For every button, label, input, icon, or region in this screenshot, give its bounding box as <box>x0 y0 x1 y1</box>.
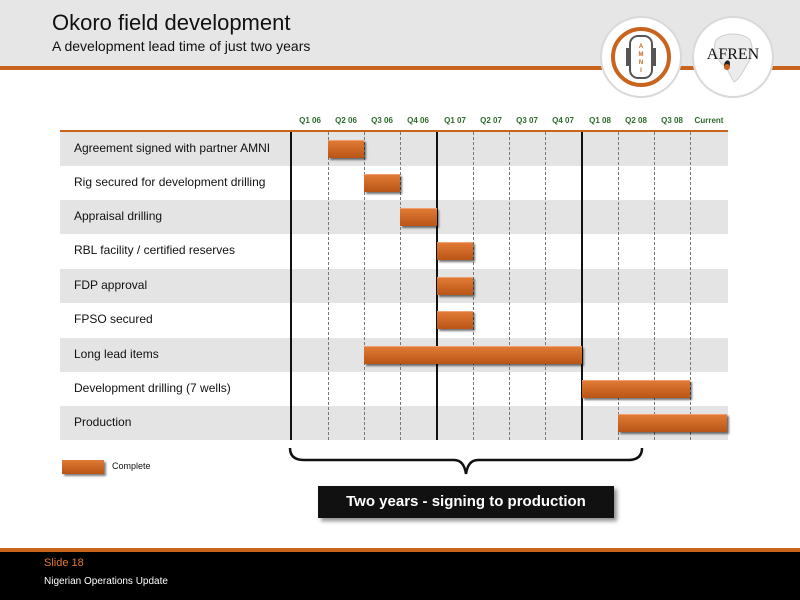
footer-presentation-title: Nigerian Operations Update <box>44 576 168 587</box>
period-label: Q4 07 <box>552 116 574 125</box>
task-label: Production <box>74 415 132 429</box>
gantt-bar <box>400 208 437 226</box>
gantt-bar <box>582 380 690 398</box>
grid-line <box>618 132 619 440</box>
period-label: Q1 06 <box>299 116 321 125</box>
slide-subtitle: A development lead time of just two year… <box>52 38 311 54</box>
gantt-bar <box>618 414 727 432</box>
footer-accent-rule <box>0 548 800 552</box>
amni-logo: A M N I <box>600 16 682 98</box>
grid-line <box>509 132 510 440</box>
task-row: Production <box>60 406 728 440</box>
svg-text:A: A <box>639 44 644 50</box>
task-label: Long lead items <box>74 347 159 361</box>
grid-line <box>400 132 401 440</box>
gantt-bar <box>364 346 582 364</box>
legend-swatch-complete <box>62 460 104 474</box>
period-label: Q3 08 <box>661 116 683 125</box>
slide-title: Okoro field development <box>52 10 291 35</box>
chart-top-rule <box>60 130 728 132</box>
gantt-bar <box>328 140 364 158</box>
task-label: Appraisal drilling <box>74 209 163 223</box>
grid-line <box>690 132 691 440</box>
svg-text:N: N <box>639 60 643 66</box>
amni-logo-icon: A M N I <box>611 27 671 87</box>
two-years-callout: Two years - signing to production <box>318 486 614 518</box>
task-row: Appraisal drilling <box>60 200 728 234</box>
task-label: Development drilling (7 wells) <box>74 381 231 395</box>
period-label: Q3 07 <box>516 116 538 125</box>
task-row: Rig secured for development drilling <box>60 166 728 200</box>
afren-logo: AFREN <box>692 16 774 98</box>
task-label: RBL facility / certified reserves <box>74 243 235 257</box>
svg-text:I: I <box>640 68 642 74</box>
task-row: Development drilling (7 wells) <box>60 372 728 406</box>
task-row: RBL facility / certified reserves <box>60 234 728 268</box>
task-label: Rig secured for development drilling <box>74 175 266 189</box>
gantt-bar <box>437 277 473 295</box>
gantt-bar <box>364 174 400 192</box>
task-label: Agreement signed with partner AMNI <box>74 141 271 155</box>
legend-label-complete: Complete <box>112 461 151 471</box>
period-label: Q4 06 <box>407 116 429 125</box>
period-label: Q1 08 <box>589 116 611 125</box>
grid-line <box>654 132 655 440</box>
grid-line-major <box>290 132 292 440</box>
period-label: Current <box>694 116 724 125</box>
task-label: FDP approval <box>74 278 148 292</box>
task-row: FPSO secured <box>60 303 728 337</box>
curly-brace-icon <box>288 447 644 475</box>
grid-line <box>328 132 329 440</box>
gantt-bar <box>437 311 473 329</box>
period-label: Q1 07 <box>444 116 466 125</box>
grid-line <box>545 132 546 440</box>
task-row: FDP approval <box>60 269 728 303</box>
period-label: Q2 06 <box>335 116 357 125</box>
task-row: Agreement signed with partner AMNI <box>60 132 728 166</box>
grid-line <box>473 132 474 440</box>
slide-footer <box>0 552 800 600</box>
period-label: Q2 08 <box>625 116 647 125</box>
afren-logo-text: AFREN <box>706 46 760 63</box>
svg-text:M: M <box>639 52 644 58</box>
task-label: FPSO secured <box>74 312 153 326</box>
gantt-bar <box>437 242 473 260</box>
slide-number: Slide 18 <box>44 557 84 569</box>
period-label: Q3 06 <box>371 116 393 125</box>
africa-map-icon <box>713 33 753 83</box>
grid-line-major <box>581 132 583 440</box>
period-label: Q2 07 <box>480 116 502 125</box>
grid-line <box>364 132 365 440</box>
header-accent-rule <box>0 66 800 70</box>
